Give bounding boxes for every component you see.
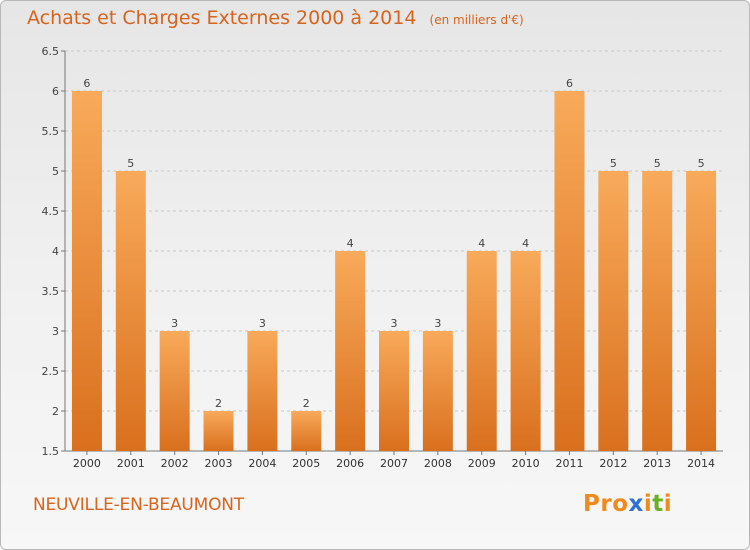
y-tick-label: 4.5 (42, 205, 60, 218)
y-tick-label: 3 (52, 325, 59, 338)
y-tick-label: 4 (52, 245, 59, 258)
x-tick-label: 2007 (380, 457, 408, 470)
logo-letter: i (663, 491, 673, 517)
data-label: 3 (434, 317, 441, 330)
data-label: 5 (654, 157, 661, 170)
x-tick-label: 2010 (512, 457, 540, 470)
bar (379, 331, 409, 451)
proxiti-logo[interactable]: Proxiti (583, 491, 672, 517)
x-tick-label: 2005 (292, 457, 320, 470)
data-label: 4 (522, 237, 529, 250)
data-label: 2 (215, 397, 222, 410)
bar (642, 171, 673, 451)
bars (71, 91, 717, 451)
data-label: 4 (347, 237, 354, 250)
x-tick-label: 2008 (424, 457, 452, 470)
bar (598, 171, 629, 451)
bar (115, 171, 146, 451)
location-name: NEUVILLE-EN-BEAUMONT (33, 495, 244, 515)
logo-letter: r (600, 491, 613, 517)
x-tick-label: 2006 (336, 457, 364, 470)
data-label: 5 (610, 157, 617, 170)
y-tick-label: 1.5 (42, 445, 60, 458)
x-tick-label: 2002 (161, 457, 189, 470)
bar (466, 251, 497, 451)
logo-letter: o (612, 491, 629, 517)
bar (422, 331, 453, 451)
data-label: 3 (391, 317, 398, 330)
bar (247, 331, 278, 451)
bar (291, 411, 322, 451)
y-tick-label: 2 (52, 405, 59, 418)
bar (203, 411, 234, 451)
chart-title-block: Achats et Charges Externes 2000 à 2014 (… (27, 7, 524, 29)
chart-title: Achats et Charges Externes 2000 à 2014 (27, 7, 417, 29)
x-tick-label: 2013 (643, 457, 671, 470)
bar (554, 91, 585, 451)
logo-letter: P (583, 491, 601, 517)
data-label: 6 (566, 77, 573, 90)
y-tick-label: 6.5 (42, 45, 60, 58)
x-tick-label: 2003 (205, 457, 233, 470)
y-tick-label: 5.5 (42, 125, 60, 138)
x-tick-label: 2009 (468, 457, 496, 470)
data-labels: 6 5 3 2 3 2 4 3 3 4 4 6 5 5 5 (83, 77, 704, 410)
x-tick-label: 2012 (599, 457, 627, 470)
y-tick-label: 6 (52, 85, 59, 98)
x-tick-label: 2004 (248, 457, 276, 470)
bar (510, 251, 541, 451)
data-label: 6 (83, 77, 90, 90)
x-tick-label: 2011 (555, 457, 583, 470)
x-tick-label: 2001 (117, 457, 145, 470)
data-label: 3 (171, 317, 178, 330)
x-tick-label: 2014 (687, 457, 715, 470)
data-label: 2 (303, 397, 310, 410)
axes: 1.5 2 2.5 3 3.5 4 4.5 5 5.5 6 6.5 2000 2001 2002 2003 2… (42, 45, 723, 470)
y-tick-label: 3.5 (42, 285, 60, 298)
bar (335, 251, 366, 451)
bar (159, 331, 190, 451)
bar (686, 171, 717, 451)
data-label: 3 (259, 317, 266, 330)
y-tick-label: 2.5 (42, 365, 60, 378)
x-tick-label: 2000 (73, 457, 101, 470)
data-label: 5 (698, 157, 705, 170)
bar (71, 91, 102, 451)
data-label: 5 (127, 157, 134, 170)
logo-letter: x (628, 491, 644, 517)
data-label: 4 (478, 237, 485, 250)
y-tick-label: 5 (52, 165, 59, 178)
logo-letter: i (643, 491, 653, 517)
chart-subtitle: (en milliers d'€) (429, 13, 524, 27)
logo-letter: t (652, 491, 664, 517)
